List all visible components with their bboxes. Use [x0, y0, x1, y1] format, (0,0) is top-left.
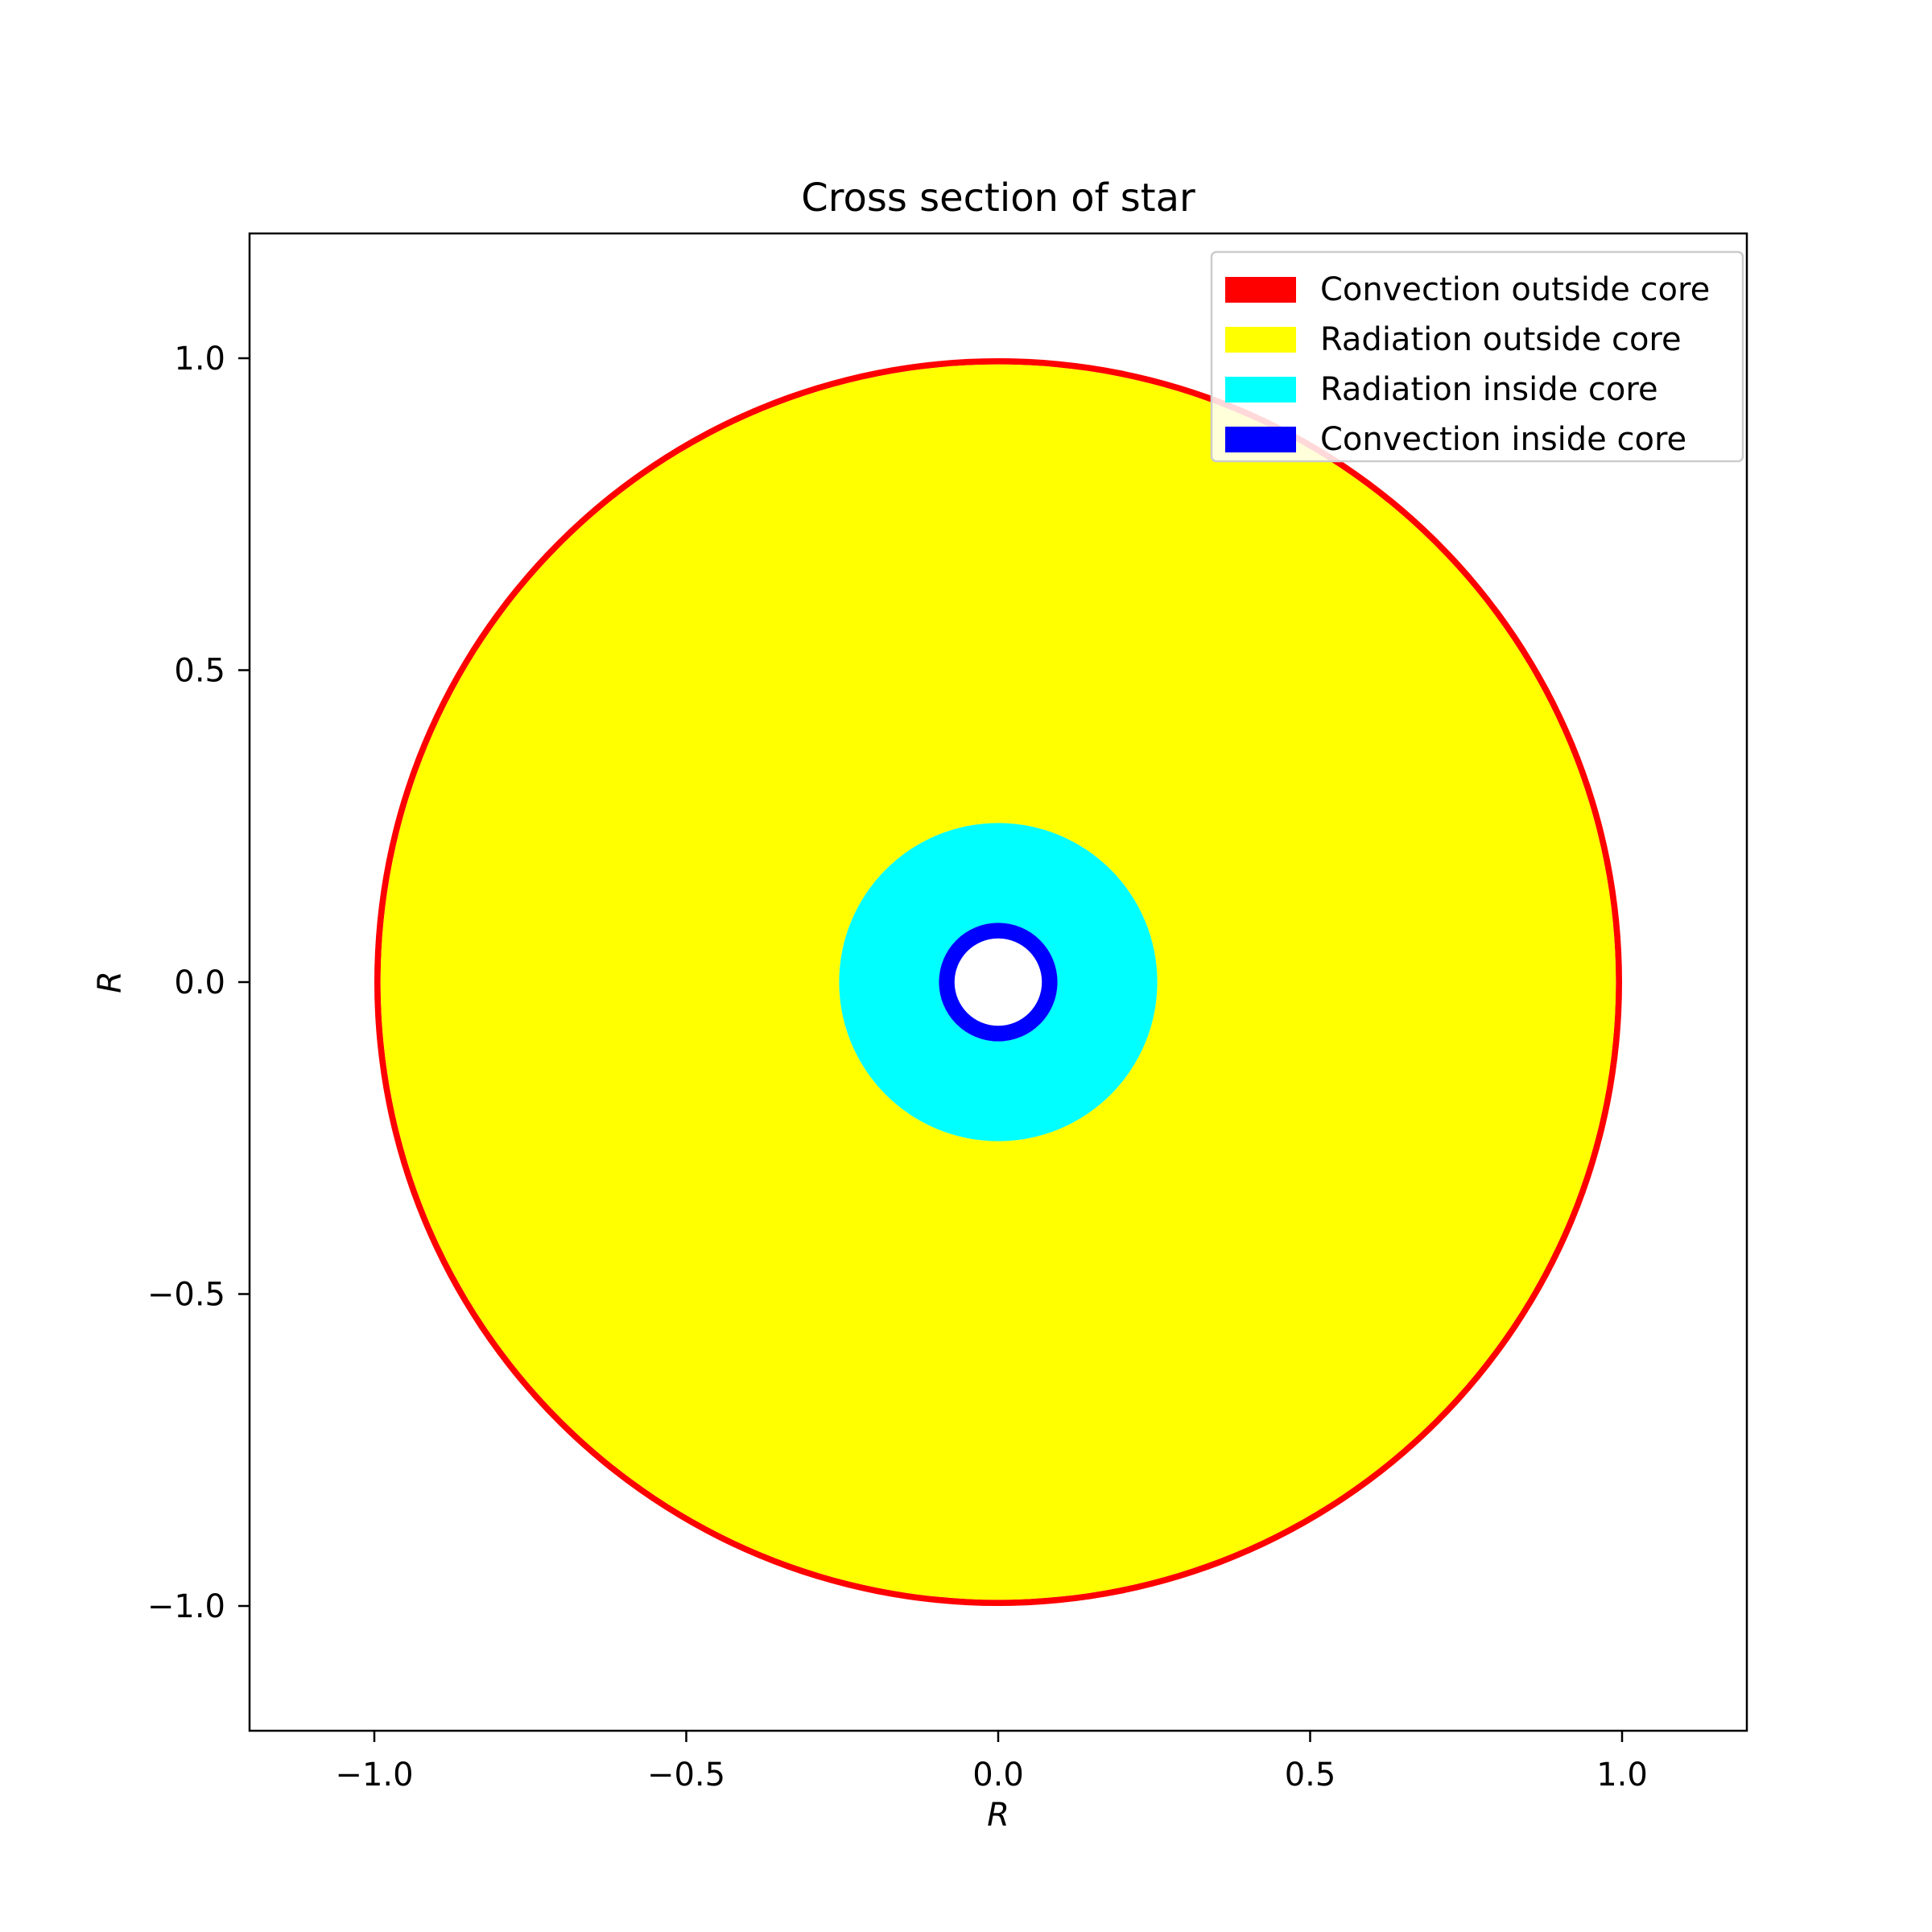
legend-label-radiation-outside-core: Radiation outside core: [1320, 321, 1682, 358]
x-axis-label: R: [987, 1797, 1009, 1834]
x-tick-label: 1.0: [1596, 1757, 1648, 1794]
legend-swatch-convection-inside-core: [1225, 427, 1296, 452]
legend-label-radiation-inside-core: Radiation inside core: [1320, 371, 1658, 408]
x-tick-label: −0.5: [647, 1757, 725, 1794]
x-tick-label: −1.0: [335, 1757, 413, 1794]
legend-swatch-convection-outside-core: [1225, 277, 1296, 303]
chart-title: Cross section of star: [801, 175, 1195, 221]
x-tick-label: 0.0: [972, 1757, 1024, 1794]
ring-radiation-inside-core: [839, 823, 1158, 1141]
y-axis: −1.0 −0.5 0.0 0.5 1.0: [147, 341, 250, 1625]
legend-label-convection-outside-core: Convection outside core: [1320, 271, 1710, 308]
y-axis-label: R: [92, 971, 129, 993]
x-axis: −1.0 −0.5 0.0 0.5 1.0: [335, 1731, 1648, 1794]
legend-swatch-radiation-outside-core: [1225, 327, 1296, 353]
y-tick-label: 0.5: [174, 653, 225, 690]
rings-layer: [374, 358, 1622, 1606]
x-tick-label: 0.5: [1285, 1757, 1336, 1794]
legend-swatch-radiation-inside-core: [1225, 377, 1296, 402]
ring-radiation-outside-core: [380, 364, 1616, 1600]
legend: Convection outside core Radiation outside…: [1210, 250, 1744, 463]
y-tick-label: −1.0: [147, 1588, 225, 1625]
legend-frame: [1210, 250, 1744, 463]
y-tick-label: 0.0: [174, 964, 225, 1001]
y-tick-label: −0.5: [147, 1277, 225, 1314]
y-tick-label: 1.0: [174, 341, 225, 378]
legend-label-convection-inside-core: Convection inside core: [1320, 421, 1686, 458]
